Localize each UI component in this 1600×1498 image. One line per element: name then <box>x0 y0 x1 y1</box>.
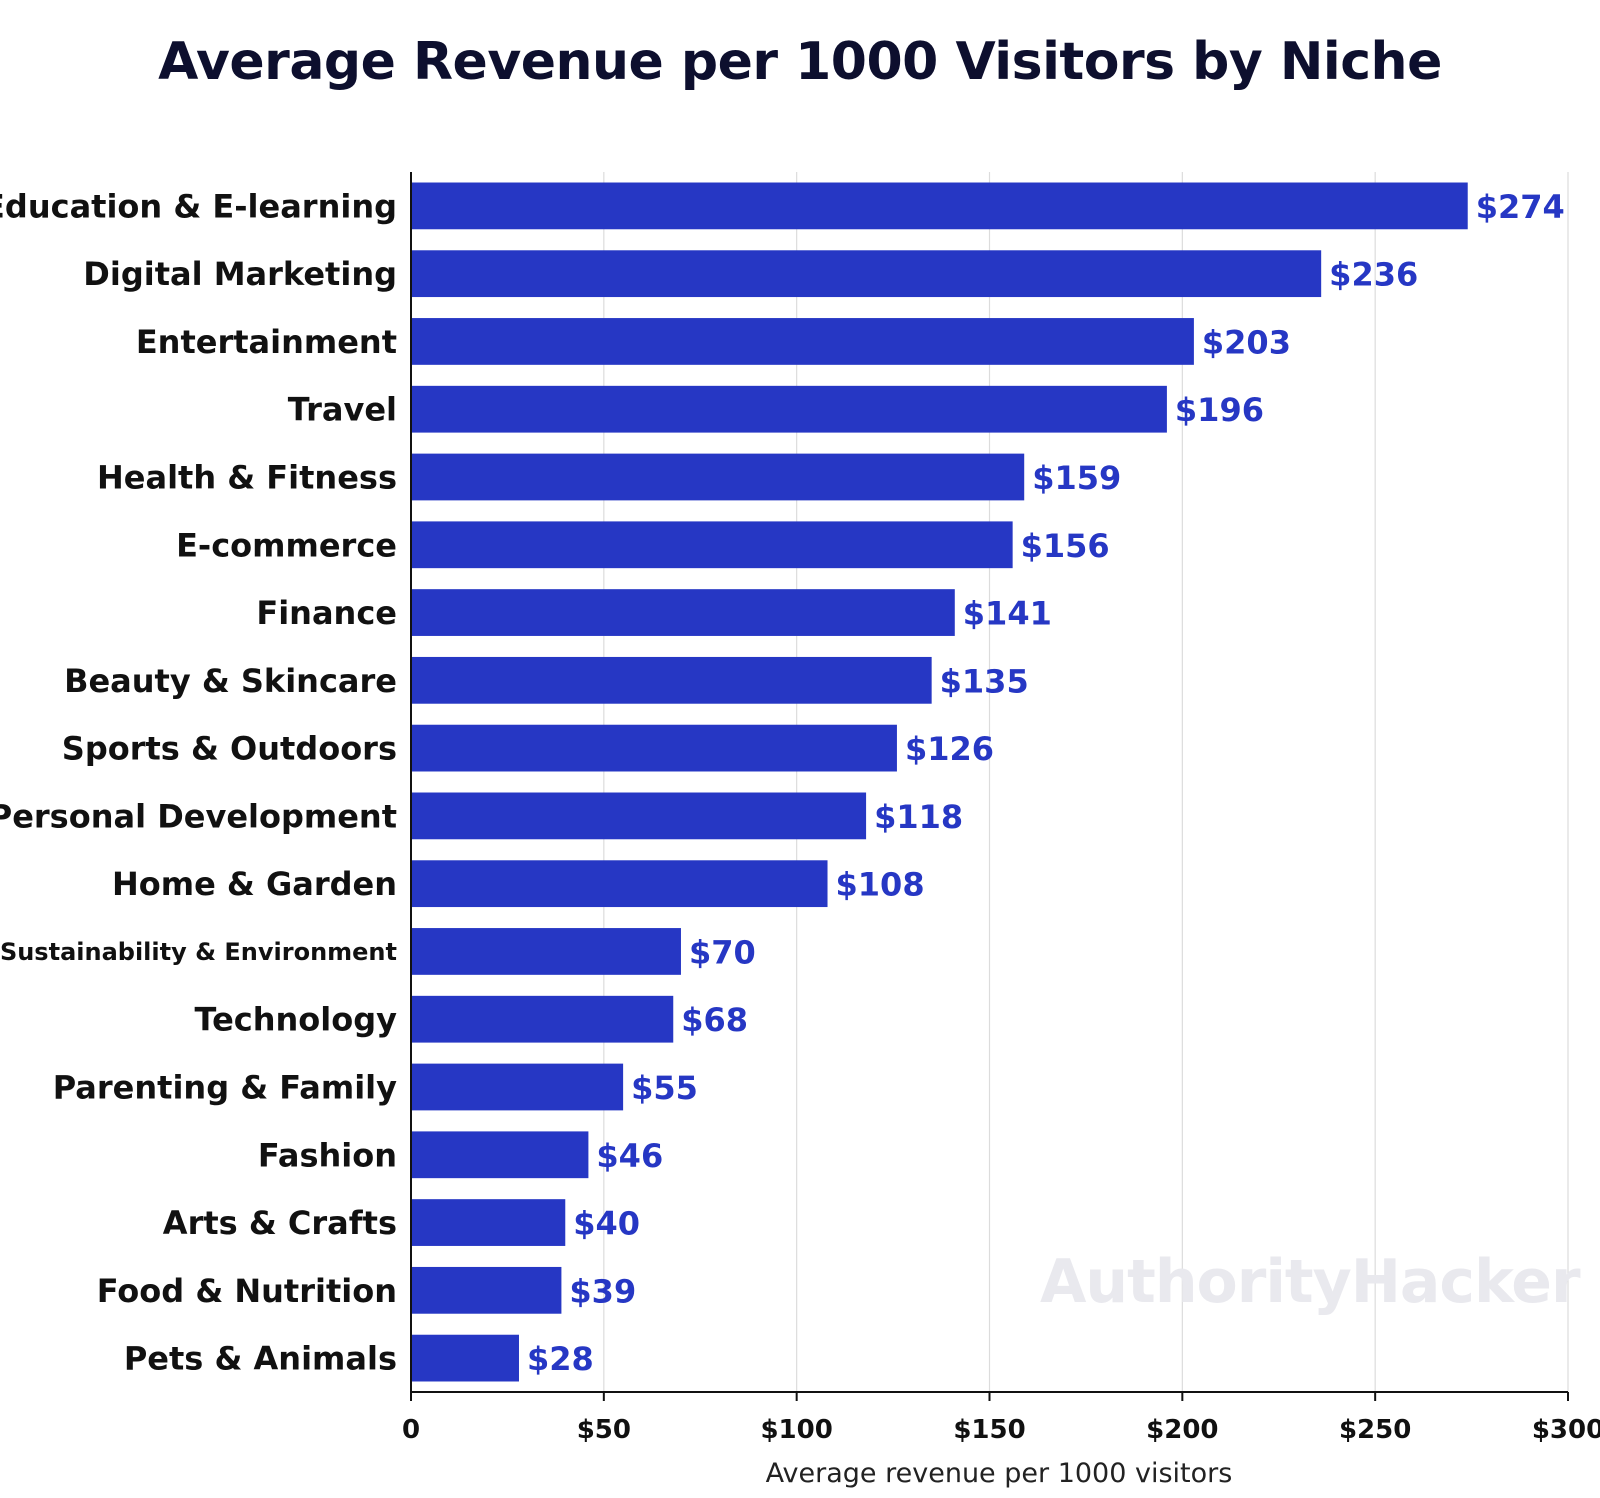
category-label: Food & Nutrition <box>97 1272 397 1310</box>
category-label: Finance <box>256 594 397 632</box>
bar <box>412 453 1025 501</box>
value-label: $118 <box>874 798 963 836</box>
category-label: Sports & Outdoors <box>62 730 397 768</box>
bar <box>412 589 955 636</box>
bar <box>412 724 897 772</box>
category-label: Arts & Crafts <box>163 1204 397 1242</box>
bar <box>412 250 1322 298</box>
category-label: Entertainment <box>136 323 397 361</box>
value-label: $126 <box>905 730 994 768</box>
value-labels: $274 $236 $203 $196 $159 $156 $141 $135 $126 $118… <box>527 188 1565 1378</box>
category-label: Travel <box>288 391 397 429</box>
x-tick-label: $250 <box>1339 1415 1411 1445</box>
bar <box>412 1199 566 1246</box>
category-label: Health & Fitness <box>97 459 397 497</box>
category-label: Beauty & Skincare <box>64 662 397 700</box>
bar <box>412 656 932 704</box>
x-tick-label: $300 <box>1532 1415 1600 1445</box>
value-label: $70 <box>689 933 756 971</box>
category-label: Home & Garden <box>112 865 397 903</box>
value-label: $135 <box>940 662 1029 700</box>
category-labels: Education & E-learning Digital Marketing E… <box>0 187 397 1377</box>
bar <box>412 1266 562 1314</box>
value-label: $236 <box>1329 256 1418 294</box>
value-label: $159 <box>1032 459 1121 497</box>
value-label: $68 <box>681 1001 748 1039</box>
x-tick-labels: 0 $50 $100 $150 $200 $250 $300 <box>402 1415 1600 1445</box>
grid-lines <box>603 172 1569 1392</box>
category-label: Pets & Animals <box>124 1340 397 1378</box>
value-label: $203 <box>1202 323 1291 361</box>
bar <box>412 792 867 840</box>
value-label: $46 <box>596 1137 663 1175</box>
bar <box>412 1131 589 1179</box>
value-label: $55 <box>631 1069 698 1107</box>
category-label: Fashion <box>258 1136 397 1174</box>
bars <box>412 182 1468 1382</box>
bar <box>412 995 674 1043</box>
value-label: $108 <box>836 866 925 904</box>
bar <box>412 1063 624 1111</box>
bar <box>412 1334 519 1382</box>
value-label: $196 <box>1175 391 1264 429</box>
value-label: $156 <box>1021 527 1110 565</box>
category-label: E-commerce <box>176 526 397 564</box>
value-label: $39 <box>569 1272 636 1310</box>
x-tick-label: $50 <box>577 1415 631 1445</box>
x-tick-label: $200 <box>1146 1415 1218 1445</box>
value-label: $28 <box>527 1340 594 1378</box>
x-tick-label: $100 <box>760 1415 832 1445</box>
x-tick-label: $150 <box>953 1415 1025 1445</box>
category-label: Sustainability & Environment <box>0 938 397 966</box>
value-label: $40 <box>573 1205 640 1243</box>
bar <box>412 385 1167 433</box>
bar <box>412 928 681 975</box>
bar <box>412 860 828 908</box>
category-label: Parenting & Family <box>53 1069 397 1107</box>
bar <box>412 521 1013 569</box>
axes <box>410 172 1569 1401</box>
category-label: Education & E-learning <box>0 187 397 225</box>
value-label: $141 <box>963 595 1052 633</box>
bar <box>412 182 1468 230</box>
bar <box>412 318 1194 365</box>
x-axis-title: Average revenue per 1000 visitors <box>766 1458 1233 1489</box>
x-tick-label: 0 <box>402 1415 420 1445</box>
category-label: Technology <box>194 1001 397 1039</box>
value-label: $274 <box>1476 188 1565 226</box>
category-label: Digital Marketing <box>83 255 397 293</box>
watermark: AuthorityHacker <box>1040 1247 1581 1317</box>
category-label: Personal Development <box>0 797 397 835</box>
chart-title: Average Revenue per 1000 Visitors by Nic… <box>158 32 1442 92</box>
